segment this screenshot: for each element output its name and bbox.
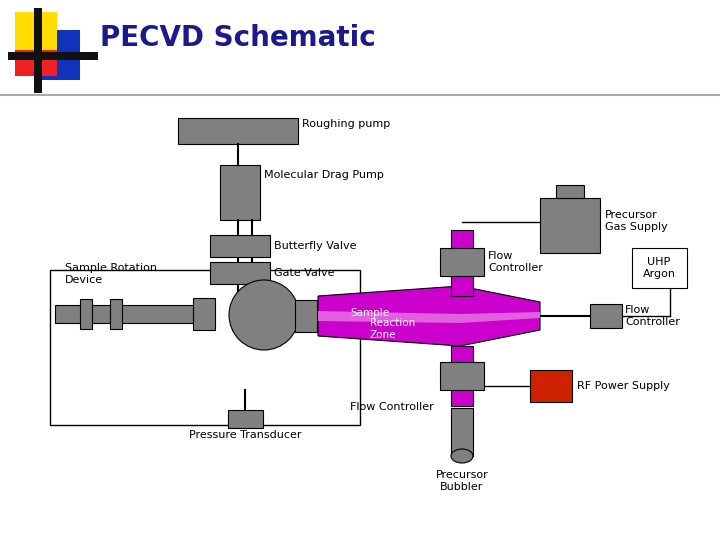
Text: PECVD Schematic: PECVD Schematic — [100, 24, 376, 52]
Polygon shape — [318, 286, 540, 346]
Bar — [8, 52, 98, 60]
Text: Reaction
Zone: Reaction Zone — [370, 318, 415, 340]
Bar — [55, 305, 210, 323]
Bar — [178, 118, 298, 144]
Bar — [15, 12, 57, 50]
Bar — [440, 362, 484, 390]
Text: Roughing pump: Roughing pump — [302, 119, 390, 129]
Text: Pressure Transducer: Pressure Transducer — [189, 430, 301, 440]
Bar — [451, 230, 473, 296]
Text: Gate Valve: Gate Valve — [274, 268, 335, 278]
Text: Flow
Controller: Flow Controller — [625, 305, 680, 327]
Text: Butterfly Valve: Butterfly Valve — [274, 241, 356, 251]
Ellipse shape — [229, 280, 299, 350]
Bar — [210, 262, 270, 284]
Text: UHP
Argon: UHP Argon — [642, 257, 675, 279]
Bar — [295, 300, 317, 332]
Bar — [50, 270, 360, 425]
Text: Sample Rotation
Device: Sample Rotation Device — [65, 264, 157, 285]
Bar — [210, 235, 270, 257]
Text: Flow Controller: Flow Controller — [350, 402, 433, 412]
Bar — [440, 248, 484, 276]
Bar — [556, 185, 584, 198]
Bar — [220, 165, 260, 220]
Text: Flow
Controller: Flow Controller — [488, 251, 543, 273]
Bar — [632, 248, 687, 288]
Text: Precursor
Bubbler: Precursor Bubbler — [436, 470, 488, 491]
Bar — [15, 38, 57, 76]
Bar — [530, 370, 572, 402]
Bar — [228, 410, 263, 428]
Text: Sample: Sample — [350, 308, 389, 318]
Bar — [110, 299, 122, 329]
Bar — [451, 346, 473, 406]
Bar — [451, 408, 473, 456]
Bar — [590, 304, 622, 328]
Bar — [193, 298, 215, 330]
Bar — [34, 8, 42, 93]
Text: Molecular Drag Pump: Molecular Drag Pump — [264, 170, 384, 180]
Bar — [38, 30, 80, 80]
Bar — [80, 299, 92, 329]
Text: Precursor
Gas Supply: Precursor Gas Supply — [605, 210, 667, 232]
Bar — [540, 198, 600, 253]
Polygon shape — [318, 311, 540, 323]
Ellipse shape — [451, 449, 473, 463]
Text: RF Power Supply: RF Power Supply — [577, 381, 670, 391]
